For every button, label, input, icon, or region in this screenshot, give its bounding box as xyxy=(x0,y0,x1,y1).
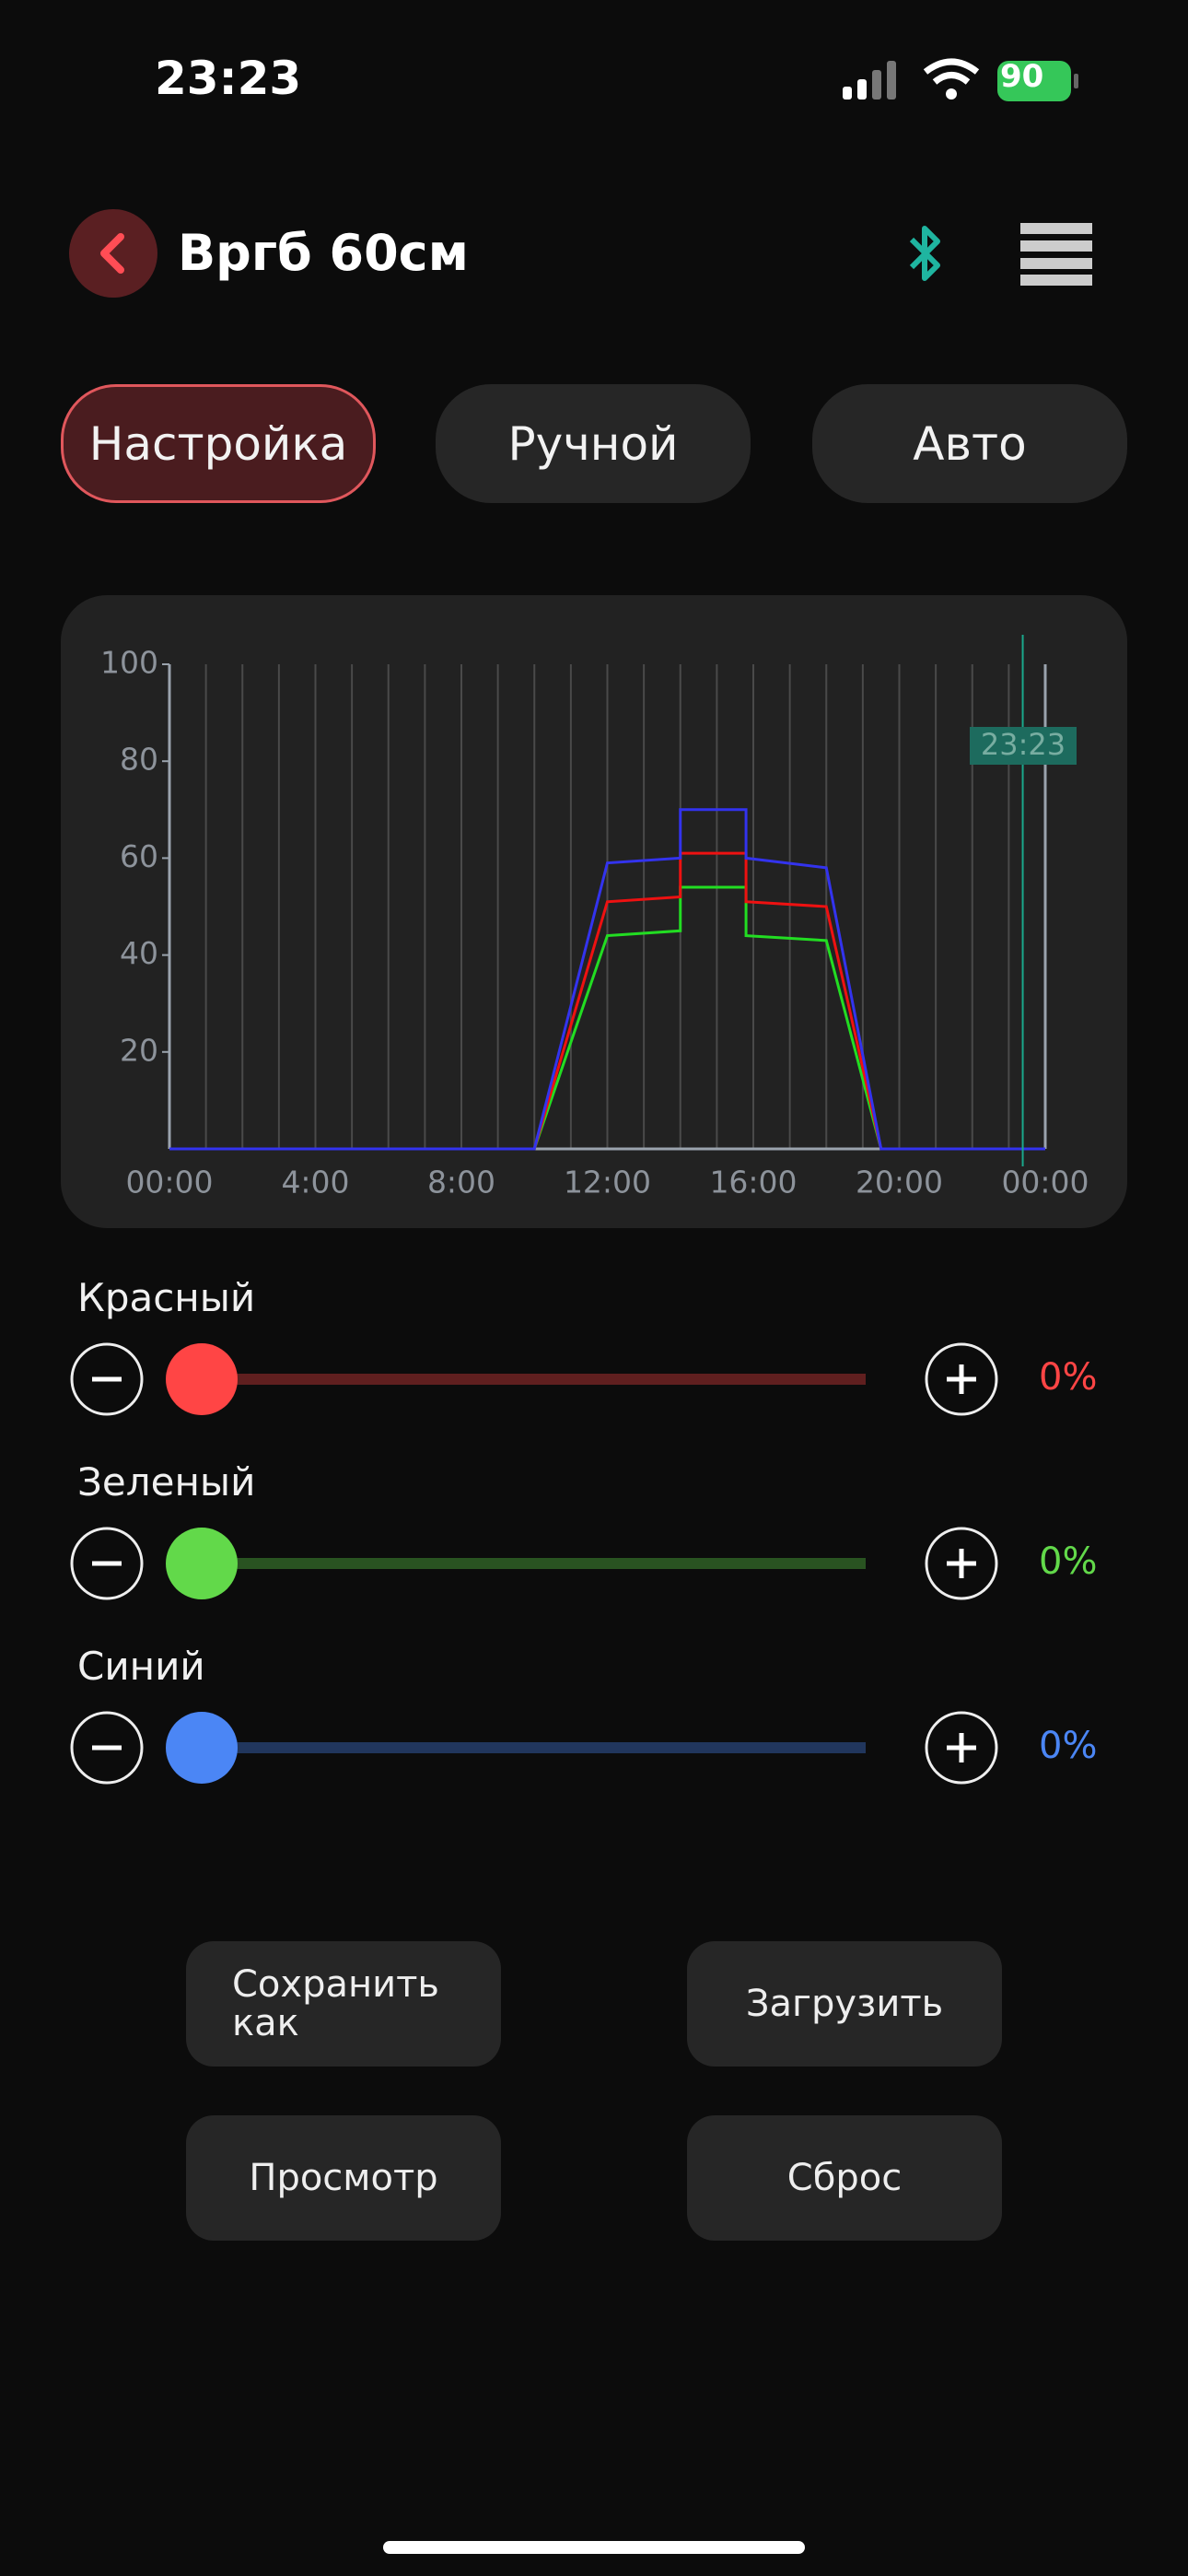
y-tick-label: 80 xyxy=(120,742,158,778)
slider[interactable] xyxy=(0,1333,1188,1425)
load-button[interactable]: Загрузить xyxy=(687,1941,1002,2067)
slider[interactable] xyxy=(0,1517,1188,1610)
slider-knob xyxy=(166,1343,238,1415)
slider-track xyxy=(202,1374,866,1385)
device-title: Вргб 60см xyxy=(178,224,469,282)
plus-button[interactable] xyxy=(925,1342,998,1416)
minus-circle xyxy=(70,1527,144,1600)
preview-button[interactable]: Просмотр xyxy=(186,2115,501,2241)
battery-level: 90 xyxy=(1000,58,1044,95)
y-tick-label: 20 xyxy=(120,1032,158,1068)
slider-label: Красный xyxy=(77,1275,256,1320)
x-tick-label: 8:00 xyxy=(427,1165,495,1200)
tab[interactable]: Авто xyxy=(812,384,1127,503)
y-tick-label: 40 xyxy=(120,935,158,971)
reset-button[interactable]: Сброс xyxy=(687,2115,1002,2241)
slider-value: 0% xyxy=(1039,1725,1098,1767)
slider-value: 0% xyxy=(1039,1356,1098,1399)
back-button[interactable] xyxy=(69,209,157,298)
plus-button[interactable] xyxy=(925,1527,998,1600)
slider-label: Синий xyxy=(77,1644,205,1689)
plus-circle xyxy=(925,1342,998,1416)
x-tick-label: 12:00 xyxy=(564,1165,651,1200)
x-tick-label: 20:00 xyxy=(856,1165,943,1200)
home-indicator xyxy=(383,2541,805,2554)
slider-knob xyxy=(166,1712,238,1784)
series-line xyxy=(169,885,1045,1151)
y-tick-label: 100 xyxy=(100,645,158,681)
minus-button[interactable] xyxy=(70,1527,144,1600)
minus-button[interactable] xyxy=(70,1711,144,1785)
minus-circle xyxy=(70,1342,144,1416)
plus-circle xyxy=(925,1711,998,1785)
y-tick-label: 60 xyxy=(120,838,158,874)
status-icons xyxy=(843,58,1078,101)
chart: 00:00 4:00 8:00 12:00 16:00 20:00 00:00 20 40 60 8… xyxy=(100,635,1089,1200)
x-tick-label: 00:00 xyxy=(1001,1165,1089,1200)
status-time: 23:23 xyxy=(155,52,302,105)
x-tick-label: 00:00 xyxy=(125,1165,213,1200)
slider[interactable] xyxy=(0,1702,1188,1794)
slider-track xyxy=(202,1558,866,1569)
x-tick-label: 4:00 xyxy=(281,1165,349,1200)
minus-circle xyxy=(70,1711,144,1785)
series-line xyxy=(169,808,1045,1151)
minus-button[interactable] xyxy=(70,1342,144,1416)
plus-circle xyxy=(925,1527,998,1600)
now-label: 23:23 xyxy=(981,727,1066,762)
slider-label: Зеленый xyxy=(77,1459,256,1505)
slider-track xyxy=(202,1742,866,1753)
now-label-box xyxy=(970,727,1077,765)
tab[interactable]: Ручной xyxy=(436,384,751,503)
tab[interactable]: Настройка xyxy=(61,384,376,503)
slider-knob xyxy=(166,1528,238,1599)
series-line xyxy=(169,851,1045,1151)
bluetooth-icon[interactable] xyxy=(903,221,949,286)
slider-value: 0% xyxy=(1039,1540,1098,1583)
menu-icon[interactable] xyxy=(1020,221,1094,286)
x-tick-label: 16:00 xyxy=(709,1165,797,1200)
save-as-button[interactable]: Сохранить как xyxy=(186,1941,501,2067)
plus-button[interactable] xyxy=(925,1711,998,1785)
